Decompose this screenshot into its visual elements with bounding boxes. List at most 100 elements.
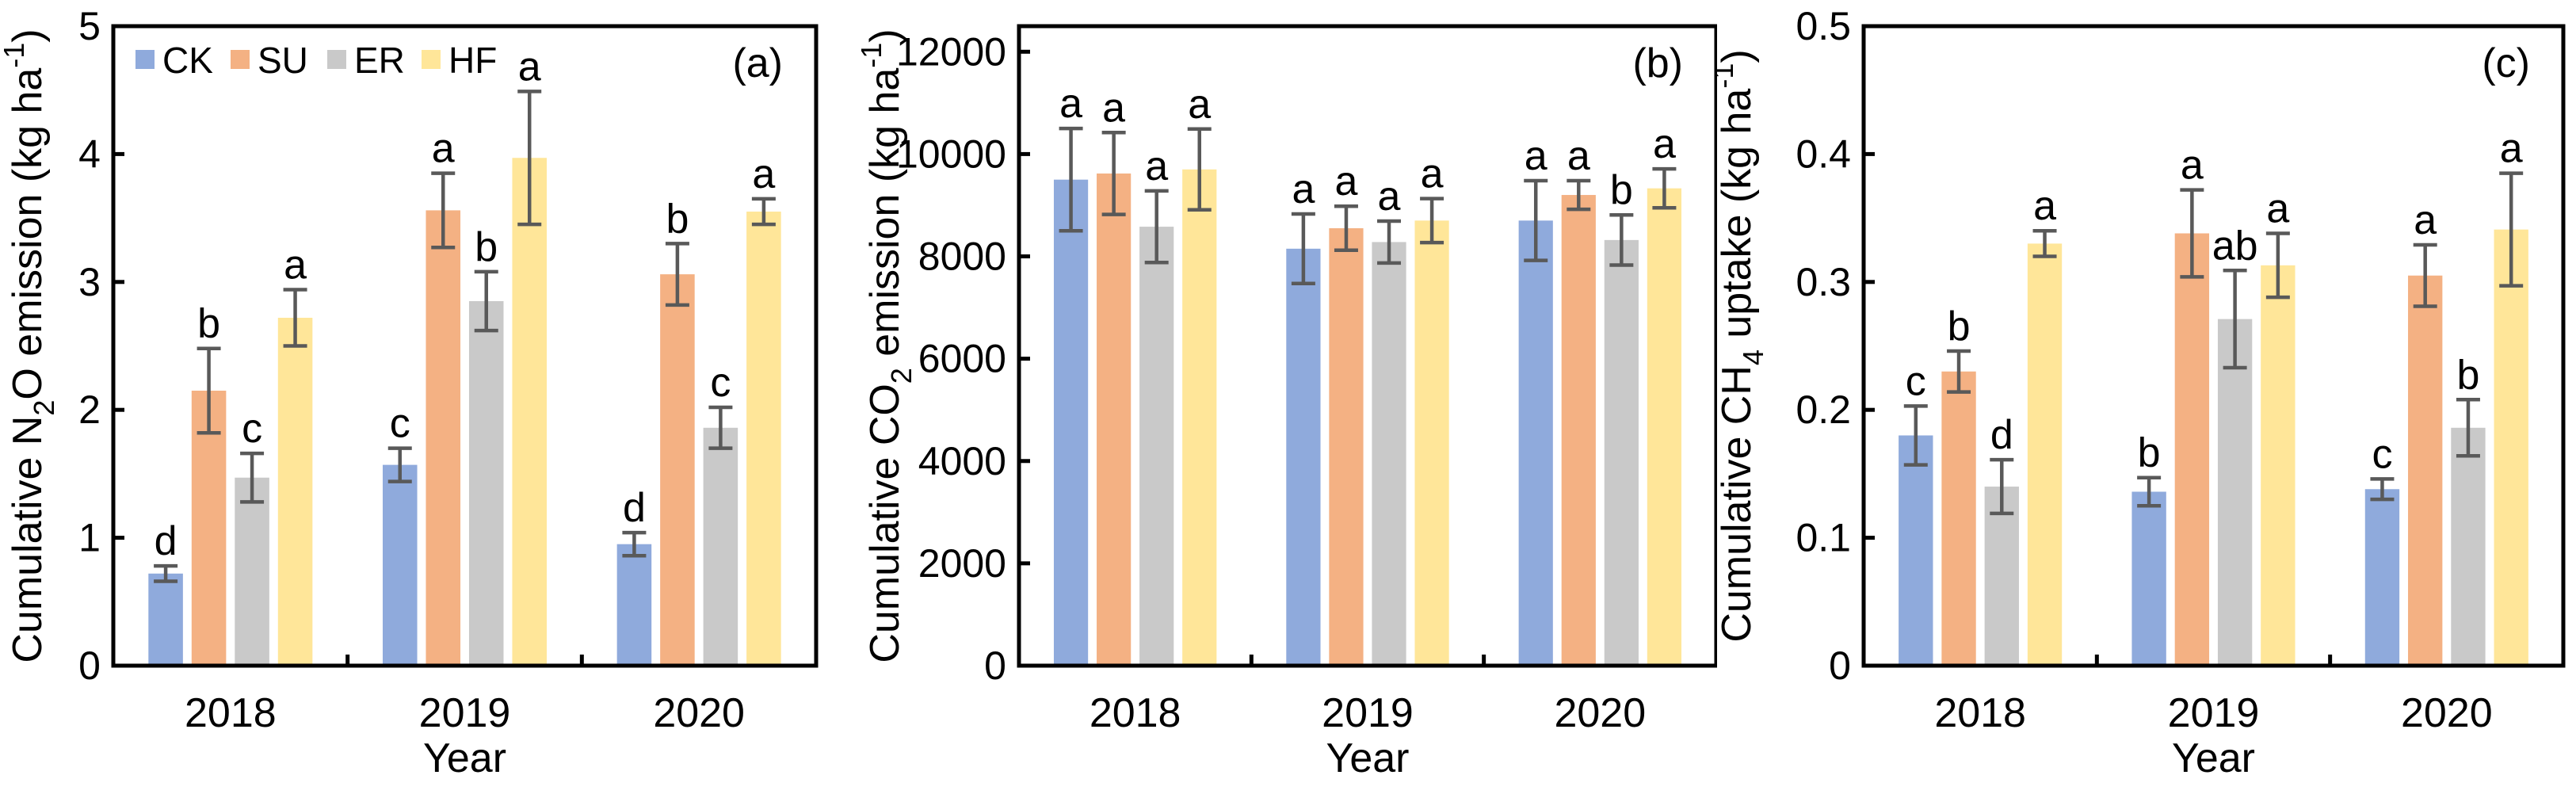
year-label: 2020 — [2401, 690, 2493, 736]
y-tick-label: 4000 — [918, 439, 1006, 483]
sig-letter: c — [1906, 358, 1926, 404]
sig-letter: d — [623, 485, 646, 531]
legend-label-HF: HF — [448, 40, 497, 81]
y-tick-label: 10000 — [896, 132, 1006, 176]
sig-letter: b — [666, 196, 689, 242]
bar-ER-2019 — [2218, 319, 2253, 666]
bar-SU-2020 — [660, 274, 695, 666]
bar-ER-2020 — [1604, 239, 1639, 666]
panel-b: 0 2000 4000 6000 8000 10000 12000 a a a a 2018 a a a a 2… — [859, 0, 1718, 798]
bar-HF-2020 — [746, 212, 781, 666]
sig-letter: a — [1567, 133, 1589, 179]
sig-letter: a — [1059, 81, 1082, 127]
panel-tag: (a) — [732, 40, 783, 86]
y-tick-label: 4 — [78, 132, 101, 176]
sig-letter: b — [1948, 304, 1971, 349]
sig-letter: a — [1653, 121, 1676, 167]
panel-c-chart: 00.10.20.30.40.5cbda2018baaba2019caba202… — [1717, 4, 2566, 781]
bar-CK-2019 — [1285, 248, 1321, 666]
bar-CK-2020 — [616, 544, 652, 666]
sig-letter: a — [1102, 85, 1125, 131]
bar-SU-2019 — [1329, 228, 1364, 666]
y-tick-label: 2000 — [918, 541, 1006, 586]
bar-SU-2018 — [1096, 173, 1131, 666]
sig-letter: a — [518, 44, 541, 90]
bar-SU-2020 — [2408, 275, 2443, 666]
year-label: 2020 — [1554, 690, 1646, 736]
year-label: 2018 — [185, 690, 277, 736]
bar-CK-2018 — [1899, 435, 1933, 666]
bar-SU-2018 — [1941, 371, 1977, 666]
sig-letter: a — [1292, 166, 1315, 212]
bar-CK-2020 — [1518, 220, 1553, 666]
sig-letter: a — [2414, 197, 2437, 243]
sig-letter: d — [155, 518, 177, 564]
bar-HF-2019 — [1414, 220, 1449, 666]
year-label: 2020 — [653, 690, 745, 736]
legend-swatch-SU — [230, 50, 250, 70]
sig-letter: a — [1524, 133, 1547, 179]
panel-tag: (b) — [1632, 40, 1683, 86]
x-axis-title: Year — [2172, 735, 2255, 781]
sig-letter: c — [2372, 431, 2393, 477]
y-tick-label: 0 — [1829, 643, 1851, 688]
sig-letter: a — [1145, 143, 1168, 189]
y-tick-label: 5 — [78, 4, 101, 48]
sig-letter: c — [710, 360, 731, 406]
bar-SU-2020 — [1561, 195, 1596, 666]
bar-SU-2019 — [426, 210, 461, 666]
sig-letter: c — [390, 401, 410, 447]
panel-tag: (c) — [2483, 40, 2531, 86]
sig-letter: b — [197, 301, 220, 347]
sig-letter: a — [2181, 143, 2204, 189]
bar-CK-2019 — [2131, 491, 2167, 666]
sig-letter: a — [284, 242, 307, 288]
sig-letter: a — [432, 126, 455, 172]
year-label: 2019 — [419, 690, 511, 736]
plot-frame — [111, 24, 819, 668]
bar-HF-2018 — [2028, 243, 2063, 666]
bar-HF-2019 — [2261, 265, 2296, 666]
y-axis-title: Cumulative CH4 uptake (kg ha-1) — [1717, 49, 1769, 642]
sig-letter: ab — [2212, 223, 2258, 269]
bar-HF-2020 — [1647, 188, 1681, 666]
legend-swatch-ER — [326, 50, 346, 70]
y-tick-label: 8000 — [918, 235, 1006, 279]
legend-swatch-HF — [421, 50, 441, 70]
sig-letter: a — [1334, 158, 1357, 204]
y-tick-label: 0.5 — [1796, 4, 1852, 48]
y-tick-label: 12000 — [896, 29, 1006, 74]
bar-SU-2018 — [191, 390, 227, 666]
y-tick-label: 1 — [78, 516, 101, 560]
sig-letter: a — [2033, 183, 2056, 229]
bar-ER-2018 — [1139, 227, 1174, 666]
bar-CK-2018 — [148, 573, 183, 666]
bar-ER-2020 — [703, 427, 738, 666]
bar-CK-2020 — [2365, 489, 2400, 666]
x-axis-title: Year — [423, 735, 506, 781]
bar-HF-2019 — [512, 158, 548, 666]
panel-a: 0 1 2 3 4 5 d b c a 2018 c a b a 2019 d b c a 2020 Year Cumula… — [0, 0, 859, 798]
y-tick-label: 0.1 — [1796, 516, 1852, 560]
y-tick-label: 0.4 — [1796, 132, 1852, 176]
y-axis-title: Cumulative CO2 emission (kg ha-1) — [859, 29, 918, 662]
bar-SU-2019 — [2175, 233, 2210, 666]
sig-letter: b — [475, 224, 498, 270]
panel-a-chart: 0 1 2 3 4 5 d b c a 2018 c a b a 2019 d b c a 2020 Year Cumula… — [0, 4, 819, 781]
bar-ER-2018 — [1984, 487, 2020, 666]
year-label: 2019 — [1322, 690, 1414, 736]
sig-letter: a — [1377, 174, 1400, 220]
y-tick-label: 2 — [78, 388, 101, 432]
year-label: 2019 — [2168, 690, 2260, 736]
legend-label-ER: ER — [354, 40, 405, 81]
sig-letter: d — [1990, 412, 2013, 458]
bar-CK-2018 — [1053, 179, 1088, 666]
sig-letter: c — [242, 406, 262, 452]
year-label: 2018 — [1935, 690, 2027, 736]
sig-letter: a — [2267, 185, 2290, 231]
bar-ER-2018 — [235, 477, 269, 666]
legend-label-SU: SU — [258, 40, 308, 81]
x-axis-title: Year — [1326, 735, 1409, 781]
